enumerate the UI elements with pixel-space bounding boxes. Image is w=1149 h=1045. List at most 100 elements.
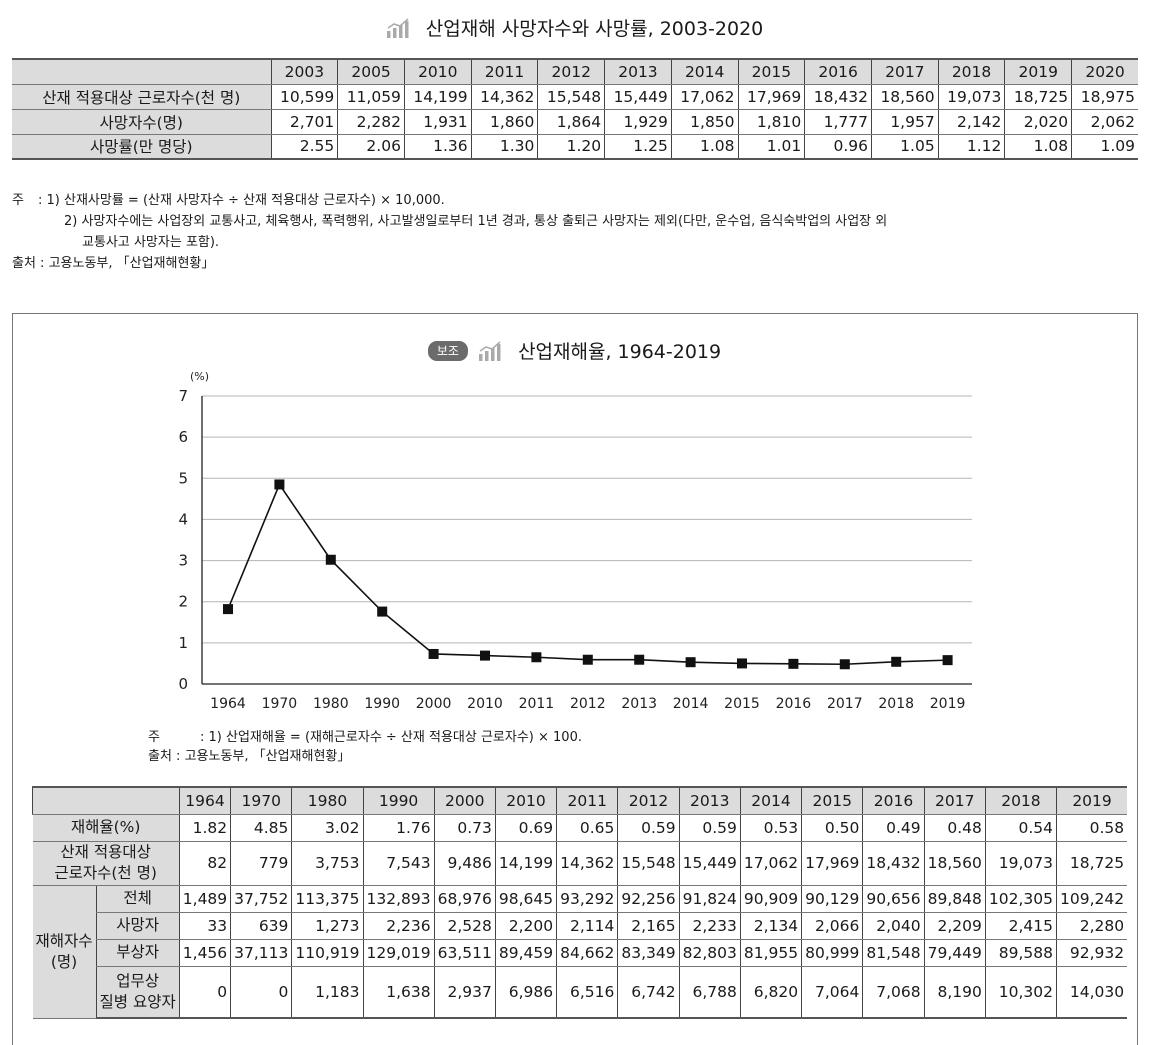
table-row: 사망률(만 명당) 2.55 2.06 1.36 1.30 1.20 1.25 1.08 1.0… [12,134,1138,160]
year-header: 2016 [862,786,925,815]
data-cell: 2,937 [433,966,496,1019]
disease-row: 업무상 질병 요양자 0 0 1,183 1,638 2,937 6,986 6,516 6,74… [33,966,1128,1019]
data-cell: 19,073 [937,84,1005,110]
data-point [839,659,850,670]
year-header: 2018 [937,58,1005,85]
x-tick-label: 2010 [467,696,503,712]
chart-notes: 주: 1) 산업재해율 = (재해근로자수 ÷ 산재 적용대상 근로자수) × … [148,728,582,766]
data-cell: 1.01 [737,134,805,160]
x-tick-label: 2017 [827,696,863,712]
data-cell: 14,362 [470,84,538,110]
year-header: 2012 [617,786,680,815]
data-cell: 82,803 [678,939,741,967]
data-cell: 14,030 [1055,966,1128,1019]
row-header-line: 재해자수 [35,931,93,950]
data-cell: 18,432 [804,84,872,110]
data-cell: 2,165 [617,912,680,940]
row-header: 사망자수(명) [12,109,271,135]
x-tick-label: 2012 [570,696,606,712]
data-cell: 89,459 [494,939,557,967]
x-tick-label: 2018 [878,696,914,712]
year-header: 2012 [537,58,605,85]
data-cell: 109,242 [1055,885,1128,913]
data-cell: 0.53 [739,814,802,842]
fatality-table: 2003 2005 2010 2011 2012 2013 2014 2015 2016 2017… [12,58,1138,160]
x-tick-label: 1990 [364,696,400,712]
data-cell: 81,548 [862,939,925,967]
year-header: 2020 [1071,58,1138,85]
data-point [223,604,233,615]
y-tick-label: 7 [178,387,188,405]
data-cell: 0.96 [804,134,872,160]
row-header: 재해율(%) [32,814,180,842]
data-cell: 1,860 [470,109,538,135]
data-point [737,658,747,669]
supplementary-box [12,313,1138,1045]
table-row: 산재 적용대상 근로자수(천 명) 10,599 11,059 14,199 14,36… [12,84,1138,110]
row-header-line: (명) [50,952,78,971]
table-row: 사망자수(명) 2,701 2,282 1,931 1,860 1,864 1,929 1,8… [12,109,1138,135]
row-header: 부상자 [95,939,180,967]
data-cell: 113,375 [291,885,364,913]
chart-title: 보조 산업재해율, 1964-2019 [0,337,1149,364]
data-cell: 14,199 [403,84,472,110]
data-cell: 15,548 [617,841,680,886]
data-cell: 2,114 [556,912,618,940]
data-point [428,648,439,659]
data-cell: 93,292 [556,885,618,913]
year-header: 2013 [678,786,741,815]
data-cell: 129,019 [362,939,435,967]
data-point [891,656,902,667]
data-cell: 2,209 [923,912,986,940]
data-cell: 3,753 [291,841,364,886]
year-header: 2016 [804,58,872,85]
workers-row: 산재 적용대상 근로자수(천 명) 82 779 3,753 7,543 9,486 14,1… [32,841,1128,886]
data-cell: 15,449 [604,84,672,110]
year-header: 1990 [362,786,435,815]
year-header: 2014 [739,786,802,815]
data-cell: 0.50 [801,814,863,842]
data-cell: 2,528 [433,912,496,940]
data-cell: 90,129 [801,885,863,913]
data-cell: 17,969 [737,84,805,110]
data-cell: 63,511 [433,939,496,967]
data-point [685,657,696,668]
data-cell: 18,975 [1071,84,1138,110]
data-cell: 2,236 [362,912,435,940]
y-tick-label: 6 [178,428,188,446]
data-cell: 1,864 [537,109,605,135]
data-cell: 17,062 [739,841,802,886]
data-cell: 1,929 [604,109,672,135]
data-cell: 1,273 [291,912,364,940]
data-cell: 2,134 [739,912,802,940]
row-header-line: 산재 적용대상 [60,843,151,861]
data-cell: 7,068 [862,966,925,1019]
x-tick-label: 2013 [621,696,657,712]
victims-group-header: 재해자수 (명) [32,885,97,1019]
data-cell: 98,645 [494,885,557,913]
data-cell: 18,725 [1004,84,1072,110]
data-point [788,658,799,669]
row-header: 사망률(만 명당) [12,134,271,160]
data-cell: 6,742 [617,966,680,1019]
data-cell: 6,516 [556,966,618,1019]
data-cell: 18,560 [870,84,939,110]
data-cell: 1.76 [362,814,435,842]
data-cell: 37,113 [230,939,292,967]
year-header: 2005 [337,58,405,85]
data-cell: 2,701 [270,109,338,135]
data-point [582,654,593,665]
data-cell: 37,752 [230,885,292,913]
note-2b: 교통사고 사망자는 포함). [82,235,220,250]
data-cell: 83,349 [617,939,680,967]
data-cell: 18,560 [923,841,986,886]
data-cell: 0.59 [678,814,741,842]
data-cell: 79,449 [923,939,986,967]
injury-table: 1964 1970 1980 1990 2000 2010 2011 2012 2013 2014… [32,786,1128,1019]
data-cell: 33 [178,912,231,940]
data-cell: 2,040 [862,912,925,940]
data-cell: 110,919 [291,939,364,967]
data-cell: 1,777 [804,109,872,135]
data-cell: 1,638 [362,966,435,1019]
row-header: 산재 적용대상 근로자수(천 명) [32,841,180,886]
